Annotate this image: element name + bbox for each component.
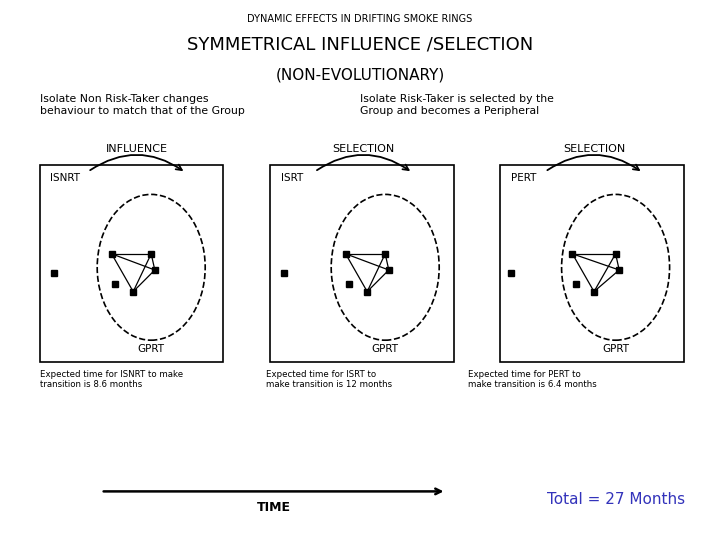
Text: ISRT: ISRT [281,173,303,183]
Text: DYNAMIC EFFECTS IN DRIFTING SMOKE RINGS: DYNAMIC EFFECTS IN DRIFTING SMOKE RINGS [248,14,472,24]
Text: Isolate Risk-Taker is selected by the
Group and becomes a Peripheral: Isolate Risk-Taker is selected by the Gr… [360,94,554,116]
Text: TIME: TIME [256,501,291,514]
Bar [500,165,684,362]
Ellipse shape [562,194,670,340]
Ellipse shape [331,194,439,340]
Text: GPRT: GPRT [138,343,165,354]
Text: Expected time for ISRT to
make transition is 12 months: Expected time for ISRT to make transitio… [266,370,392,389]
Text: INFLUENCE: INFLUENCE [106,144,168,154]
Text: SYMMETRICAL INFLUENCE /SELECTION: SYMMETRICAL INFLUENCE /SELECTION [187,35,533,53]
Bar [270,165,454,362]
Text: GPRT: GPRT [372,343,399,354]
Text: Isolate Non Risk-Taker changes
behaviour to match that of the Group: Isolate Non Risk-Taker changes behaviour… [40,94,245,116]
Text: Expected time for ISNRT to make
transition is 8.6 months: Expected time for ISNRT to make transiti… [40,370,183,389]
Text: (NON-EVOLUTIONARY): (NON-EVOLUTIONARY) [275,68,445,83]
Text: SELECTION: SELECTION [563,144,625,154]
Text: Total = 27 Months: Total = 27 Months [546,492,685,507]
Text: SELECTION: SELECTION [333,144,395,154]
Text: Expected time for PERT to
make transition is 6.4 months: Expected time for PERT to make transitio… [468,370,597,389]
Text: PERT: PERT [511,173,536,183]
Text: GPRT: GPRT [602,343,629,354]
Bar [40,165,223,362]
Text: ISNRT: ISNRT [50,173,81,183]
Ellipse shape [97,194,205,340]
